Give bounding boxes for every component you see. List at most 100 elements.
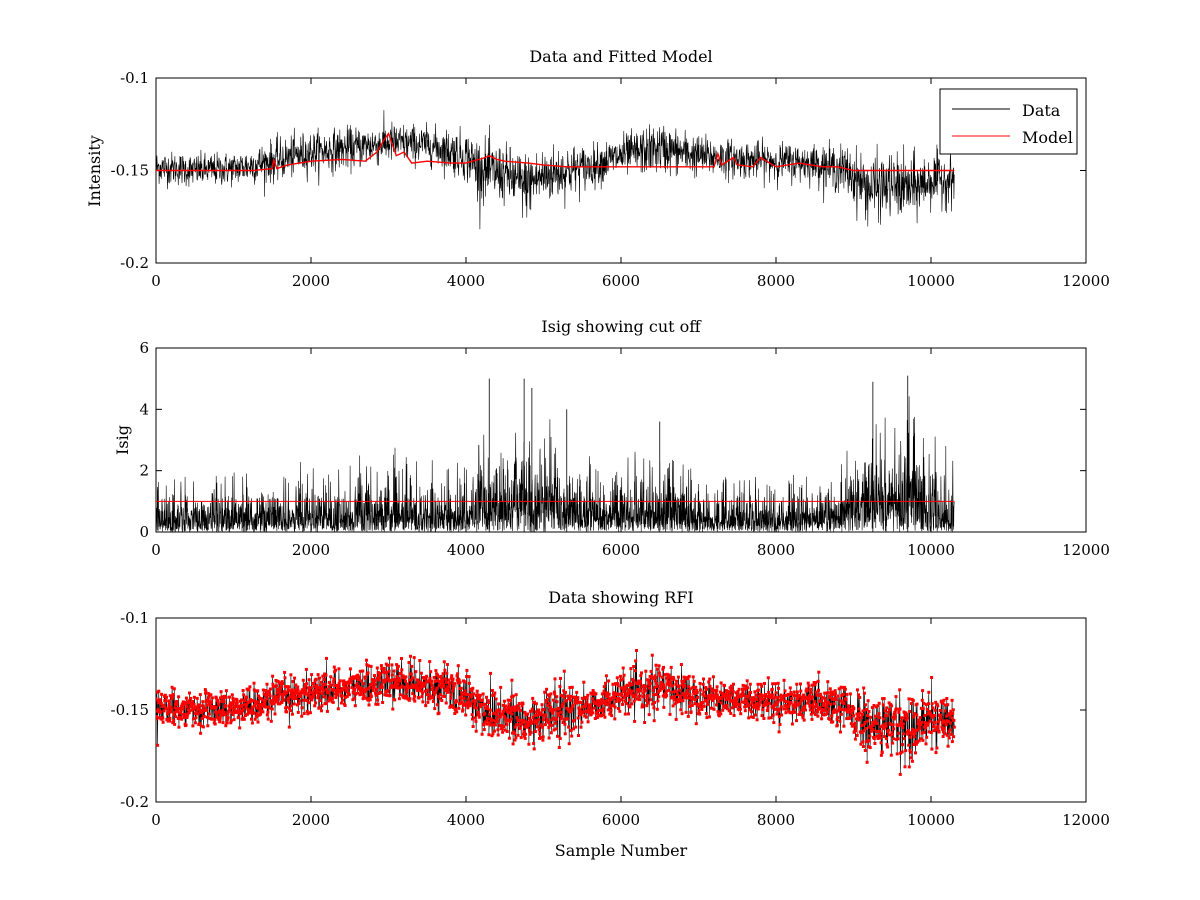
rfi-marker [858,711,862,715]
rfi-marker [286,688,290,692]
rfi-marker [766,695,770,698]
rfi-marker [861,713,864,716]
rfi-marker [367,664,371,668]
rfi-marker [223,694,226,698]
rfi-marker [655,684,659,688]
rfi-marker [928,710,931,713]
rfi-marker [458,695,462,699]
rfi-marker [275,691,279,695]
rfi-marker [930,676,934,679]
rfi-marker [575,690,579,694]
rfi-marker [523,725,527,729]
rfi-marker [580,701,584,704]
rfi-marker [170,708,173,712]
rfi-marker [327,680,331,684]
rfi-marker [293,692,297,696]
rfi-marker [516,704,519,708]
rfi-marker [462,702,466,706]
rfi-marker [541,738,545,742]
rfi-marker [715,703,718,707]
rfi-marker [687,685,691,689]
rfi-marker [162,703,166,707]
rfi-marker [857,693,860,697]
rfi-marker [287,725,291,729]
rfi-marker [446,688,450,692]
rfi-marker [656,667,660,671]
rfi-marker [199,708,203,712]
rfi-marker [518,719,522,722]
rfi-marker [323,695,327,699]
rfi-marker [207,712,211,716]
rfi-marker [437,711,441,715]
rfi-marker [865,760,869,764]
rfi-marker [313,680,317,684]
rfi-marker [809,687,813,691]
rfi-marker [569,698,572,702]
rfi-marker [610,714,614,718]
rfi-marker [264,689,268,692]
rfi-marker [327,691,331,695]
rfi-marker [407,685,411,689]
rfi-marker [259,712,262,716]
rfi-marker [636,690,640,694]
rfi-marker [614,682,618,686]
rfi-marker [665,694,669,698]
rfi-marker [678,697,682,701]
rfi-marker [675,693,679,696]
rfi-marker [787,693,791,696]
rfi-marker [779,705,783,709]
rfi-marker [387,677,390,680]
rfi-marker [452,706,456,709]
rfi-marker [632,699,636,703]
rfi-marker [511,705,515,709]
rfi-marker [409,686,413,689]
rfi-marker [893,715,897,719]
x-tick-label: 0 [151,272,161,290]
rfi-marker [861,740,865,744]
rfi-marker [911,699,915,703]
rfi-marker [594,692,598,696]
rfi-marker [345,694,349,698]
rfi-marker [242,693,246,697]
rfi-marker [894,707,898,711]
y-tick-label: -0.15 [111,162,149,180]
rfi-marker [481,702,485,706]
rfi-marker [680,712,684,716]
rfi-marker [777,730,781,734]
rfi-marker [822,702,826,705]
rfi-marker [765,709,769,712]
rfi-marker [839,685,843,689]
rfi-marker [732,682,735,686]
rfi-marker [742,687,746,691]
rfi-marker [200,716,204,720]
rfi-marker [175,702,179,706]
rfi-marker [304,683,308,687]
rfi-marker [270,702,274,706]
rfi-marker [834,696,838,700]
rfi-marker [766,706,770,710]
rfi-marker [346,688,350,691]
rfi-marker [291,680,295,683]
rfi-marker [490,734,494,738]
rfi-marker [945,697,949,700]
rfi-marker [189,704,193,708]
rfi-marker [219,696,222,700]
rfi-marker [912,735,916,739]
rfi-marker [792,690,796,694]
rfi-marker [833,708,837,712]
rfi-marker [488,708,492,712]
rfi-marker [799,689,803,693]
rfi-marker [862,691,866,695]
rfi-marker [350,686,354,690]
rfi-marker [928,719,932,723]
rfi-marker [602,689,606,693]
rfi-marker [290,688,294,692]
rfi-marker [667,683,671,687]
rfi-marker [462,696,466,700]
rfi-marker [818,705,822,709]
rfi-marker [793,701,797,704]
rfi-marker [373,682,377,686]
rfi-marker [273,712,277,716]
x-tick-label: 8000 [757,541,795,559]
rfi-marker [639,674,643,678]
